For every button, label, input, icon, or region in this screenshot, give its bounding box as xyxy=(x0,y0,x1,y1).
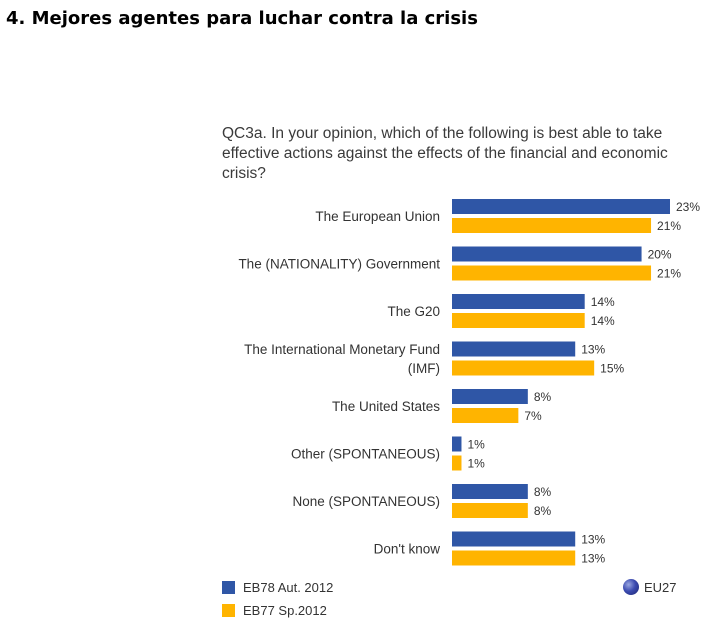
bar-eb77 xyxy=(452,550,576,566)
data-label: 1% xyxy=(467,457,485,471)
category-label: The International Monetary Fund (IMF) xyxy=(244,342,440,376)
globe-icon xyxy=(623,579,639,595)
bar-eb77 xyxy=(452,265,652,281)
data-label: 13% xyxy=(581,533,605,547)
category-label: The (NATIONALITY) Government xyxy=(238,257,440,272)
legend-item-eb77: EB77 Sp.2012 xyxy=(222,601,327,619)
eu27-badge: EU27 xyxy=(623,578,677,596)
bar-eb77 xyxy=(452,218,652,233)
bar-eb78 xyxy=(452,389,528,404)
category-label: None (SPONTANEOUS) xyxy=(292,494,440,509)
bar-eb77 xyxy=(452,455,462,471)
category-label: The G20 xyxy=(387,304,440,319)
bar-eb78 xyxy=(452,484,528,499)
bar-eb78 xyxy=(452,294,585,309)
bar-eb78 xyxy=(452,436,462,452)
category-label: The United States xyxy=(332,399,440,414)
data-label: 14% xyxy=(591,314,615,328)
data-label: 8% xyxy=(534,390,552,404)
data-label: 8% xyxy=(534,485,552,499)
data-label: 15% xyxy=(600,362,624,376)
bar-eb78 xyxy=(452,341,576,357)
bar-eb78 xyxy=(452,246,642,262)
data-label: 21% xyxy=(657,219,681,233)
data-label: 13% xyxy=(581,552,605,566)
legend-label-eb77: EB77 Sp.2012 xyxy=(243,602,327,618)
category-label: Other (SPONTANEOUS) xyxy=(291,447,440,462)
bar-eb77 xyxy=(452,408,519,423)
bar-eb77 xyxy=(452,360,595,376)
eu27-label: EU27 xyxy=(644,579,677,595)
category-label: Don't know xyxy=(374,542,441,557)
bar-eb78 xyxy=(452,531,576,547)
legend-swatch-eb77 xyxy=(222,603,235,617)
category-label: The European Union xyxy=(315,209,440,224)
data-label: 1% xyxy=(467,438,485,452)
bar-eb78 xyxy=(452,199,670,214)
bar-eb77 xyxy=(452,503,528,518)
legend-label-eb78: EB78 Aut. 2012 xyxy=(243,579,334,595)
data-label: 23% xyxy=(676,200,700,214)
bar-eb77 xyxy=(452,313,585,328)
data-label: 13% xyxy=(581,343,605,357)
page-title: 4. Mejores agentes para luchar contra la… xyxy=(6,8,478,29)
data-label: 20% xyxy=(648,248,672,262)
chart-question: QC3a. In your opinion, which of the foll… xyxy=(222,125,668,182)
legend-swatch-eb78 xyxy=(222,580,235,594)
data-label: 8% xyxy=(534,504,552,518)
data-label: 14% xyxy=(591,295,615,309)
data-label: 21% xyxy=(657,267,681,281)
data-label: 7% xyxy=(524,409,542,423)
legend-item-eb78: EB78 Aut. 2012 xyxy=(222,578,333,596)
